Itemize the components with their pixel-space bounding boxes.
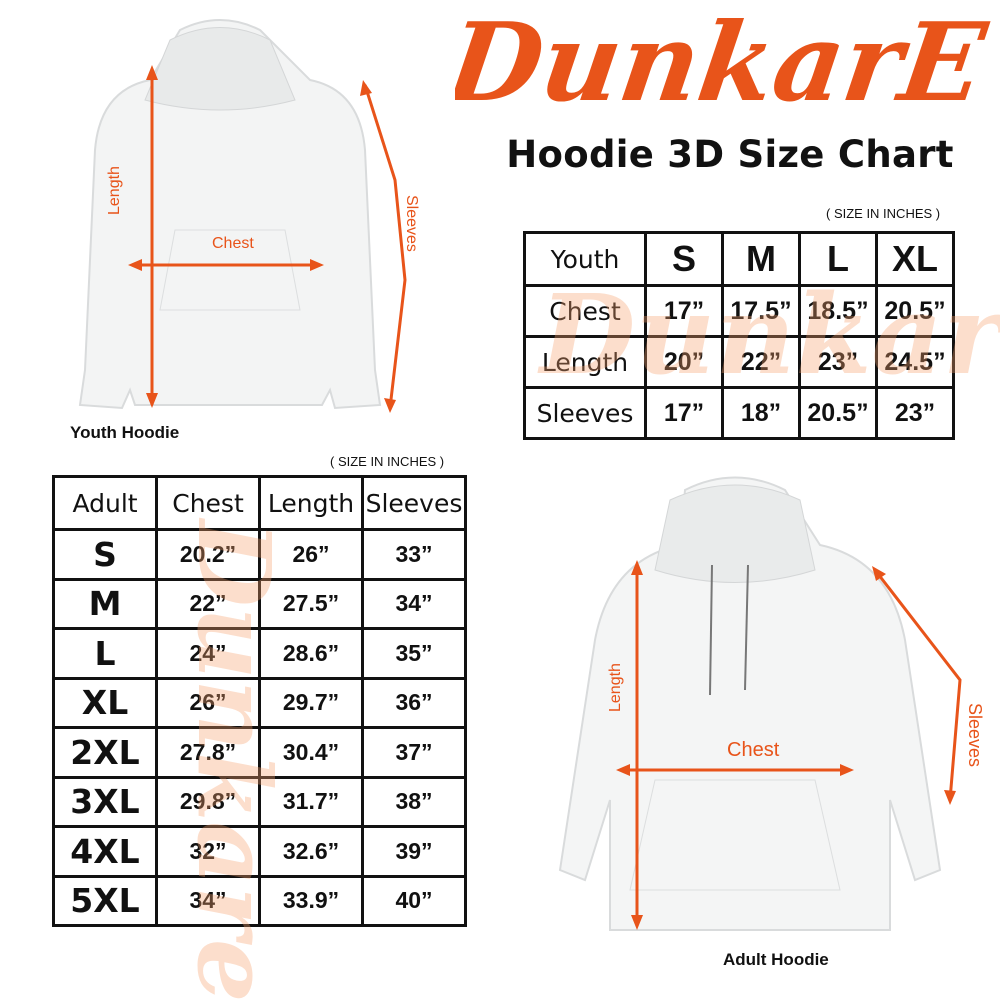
table-cell: 31.7” [258,775,364,828]
svg-text:DunkarE: DunkarE [455,0,994,125]
adult-chest-label: Chest [727,739,780,761]
table-cell: 20.5” [798,386,878,440]
table-row: Length 20” 22” 23” 24.5” [523,335,955,389]
table-cell: 37” [361,726,467,779]
table-cell: 36” [361,676,467,729]
table-cell: 34” [361,577,467,630]
table-row: M 22” 27.5” 34” [52,577,467,630]
table-cell: 32” [155,825,261,878]
row-header: S [52,528,158,581]
table-cell: 35” [361,627,467,680]
row-header: L [52,627,158,680]
adult-size-table: Adult Chest Length Sleeves S 20.2” 26” 33” M 22” 2… [52,475,467,927]
row-header: 2XL [52,726,158,779]
table-cell: 20.2” [155,528,261,581]
sleeves-arrow [873,569,962,801]
table-row: L 24” 28.6” 35” [52,627,467,680]
table-row: S 20.2” 26” 33” [52,528,467,581]
table-row: Chest 17” 17.5” 18.5” 20.5” [523,284,955,338]
table-cell: 18.5” [798,284,878,338]
table-row: 5XL 34” 33.9” 40” [52,874,467,927]
table-cell: 27.8” [155,726,261,779]
table-cell: 17.5” [721,284,801,338]
youth-hoodie-caption: Youth Hoodie [70,423,180,442]
adult-unit-note: ( SIZE IN INCHES ) [330,454,445,469]
table-cell: 23” [875,386,955,440]
table-cell: 17” [644,284,724,338]
table-cell: 28.6” [258,627,364,680]
table-header-row: Youth S M L XL [523,231,955,287]
column-header: Sleeves [361,475,467,531]
table-cell: 17” [644,386,724,440]
youth-chest-label: Chest [212,235,254,252]
row-header: Sleeves [523,386,647,440]
brand-logo: DunkarE [455,0,994,125]
table-cell: 40” [361,874,467,927]
youth-sleeves-label: Sleeves [403,195,420,252]
adult-length-label: Length [607,663,624,712]
column-header: S [644,231,724,287]
table-cell: 18” [721,386,801,440]
table-cell: 34” [155,874,261,927]
table-cell: 32.6” [258,825,364,878]
youth-length-label: Length [106,166,123,215]
adult-hoodie-image [558,476,962,931]
sleeves-arrow [363,84,407,409]
table-cell: 20” [644,335,724,389]
row-header: M [52,577,158,630]
table-cell: 26” [155,676,261,729]
column-header: Youth [523,231,647,287]
page-title: Hoodie 3D Size Chart [506,133,954,176]
table-cell: 23” [798,335,878,389]
column-header: M [721,231,801,287]
table-cell: 33.9” [258,874,364,927]
column-header: L [798,231,878,287]
adult-hoodie-caption: Adult Hoodie [723,950,829,969]
table-cell: 38” [361,775,467,828]
adult-sleeves-label: Sleeves [965,703,985,768]
table-cell: 39” [361,825,467,878]
table-row: XL 26” 29.7” 36” [52,676,467,729]
table-cell: 24” [155,627,261,680]
row-header: 3XL [52,775,158,828]
column-header: XL [875,231,955,287]
table-row: 3XL 29.8” 31.7” 38” [52,775,467,828]
row-header: XL [52,676,158,729]
table-cell: 24.5” [875,335,955,389]
row-header: Length [523,335,647,389]
table-cell: 22” [721,335,801,389]
row-header: Chest [523,284,647,338]
youth-unit-note: ( SIZE IN INCHES ) [826,206,941,221]
youth-hoodie-image [78,19,407,413]
table-cell: 29.7” [258,676,364,729]
table-cell: 22” [155,577,261,630]
column-header: Adult [52,475,158,531]
table-cell: 26” [258,528,364,581]
table-row: 2XL 27.8” 30.4” 37” [52,726,467,779]
table-row: 4XL 32” 32.6” 39” [52,825,467,878]
table-cell: 27.5” [258,577,364,630]
youth-size-table: Youth S M L XL Chest 17” 17.5” 18.5” 20.5” Length 2… [523,231,955,440]
table-cell: 29.8” [155,775,261,828]
table-cell: 30.4” [258,726,364,779]
table-cell: 33” [361,528,467,581]
column-header: Length [258,475,364,531]
row-header: 4XL [52,825,158,878]
table-header-row: Adult Chest Length Sleeves [52,475,467,531]
row-header: 5XL [52,874,158,927]
table-cell: 20.5” [875,284,955,338]
table-row: Sleeves 17” 18” 20.5” 23” [523,386,955,440]
column-header: Chest [155,475,261,531]
